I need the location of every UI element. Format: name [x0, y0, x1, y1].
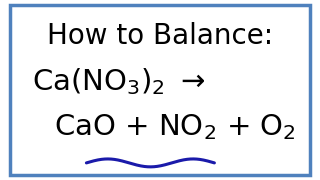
Text: How to Balance:: How to Balance:	[47, 22, 273, 50]
Text: CaO + NO$_2$ + O$_2$: CaO + NO$_2$ + O$_2$	[54, 112, 296, 142]
Text: Ca(NO$_3$)$_2$ $\rightarrow$: Ca(NO$_3$)$_2$ $\rightarrow$	[32, 66, 206, 97]
